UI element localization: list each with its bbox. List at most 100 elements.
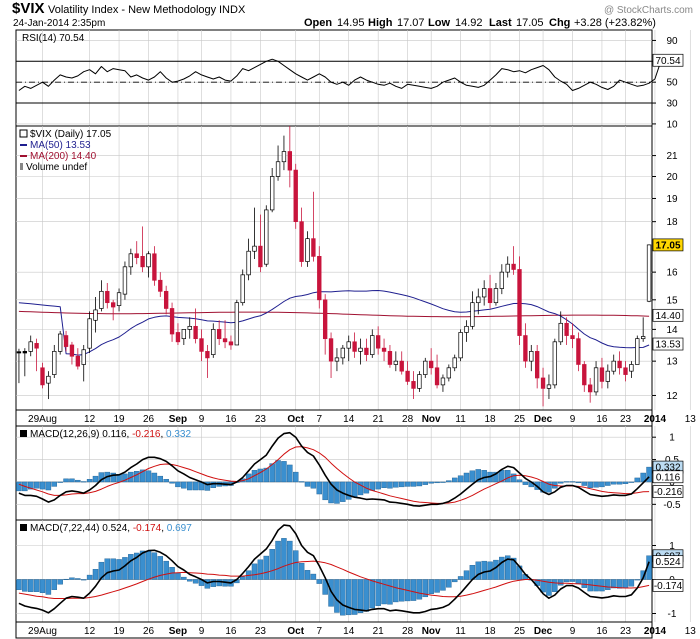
candle-80 <box>487 288 493 304</box>
macd1-hist-bar-63 <box>387 481 393 489</box>
price-last-tag: 17.05 <box>655 240 680 251</box>
candle-25 <box>163 290 169 309</box>
macd2-hist-bar-49 <box>304 570 311 580</box>
macd2-hist-bar-7 <box>57 579 63 585</box>
macd1-hist-bar-105 <box>634 477 641 483</box>
chg-value: +3.28 (+23.82%) <box>574 17 656 29</box>
candle-90 <box>546 384 552 389</box>
candle-52 <box>322 299 328 340</box>
candle-85 <box>517 269 522 336</box>
macd2-hist-bar-21 <box>139 550 146 580</box>
candle-91 <box>552 341 558 386</box>
candle-62 <box>381 347 387 352</box>
macd1-hist-bar-23 <box>151 472 158 483</box>
macd2-hist-bar-75 <box>457 576 464 580</box>
macd1-hist-bar-90 <box>546 481 552 493</box>
candle-78 <box>476 296 481 304</box>
macd2-hist-bar-70 <box>428 579 434 594</box>
x-axis-top-label-21: 2014 <box>644 414 667 425</box>
macd2-hist-bar-96 <box>581 579 588 588</box>
last-value: 17.05 <box>516 17 544 29</box>
macd2-hist-bar-60 <box>369 579 376 609</box>
macd1-hist-bar-64 <box>393 481 399 488</box>
legend-label-volume: Volume undef <box>26 162 87 173</box>
rsi-panel: 1030507090 70.54 RSI(14) 70.54 <box>15 29 691 130</box>
macd1-hist-bar-78 <box>475 469 482 483</box>
candle-53 <box>328 338 334 362</box>
macd1-hist-bar-30 <box>192 481 199 491</box>
x-axis-bottom-label-22: 13 <box>685 626 697 637</box>
x-axis-top-label-13: Nov <box>422 414 441 425</box>
candle-47 <box>293 169 298 223</box>
macd1-hist-bar-75 <box>457 475 464 483</box>
macd2-hist-bar-46 <box>287 540 293 580</box>
macd2-hist-bar-74 <box>451 579 458 583</box>
macd1-hist-bar-66 <box>404 481 411 487</box>
candle-102 <box>617 360 622 369</box>
macd2-hist-bar-100 <box>605 579 611 590</box>
macd2-hist-bar-59 <box>363 579 370 612</box>
rsi-legend: RSI(14) 70.54 <box>22 33 85 44</box>
macd1-hist-bar-77 <box>469 470 476 483</box>
macd2-hist-bar-3 <box>33 579 40 592</box>
candle-89 <box>540 377 546 389</box>
macd2-hist-bar-22 <box>145 550 152 580</box>
macd2-hist-bar-67 <box>410 579 417 601</box>
candle-51 <box>317 256 322 301</box>
macd2-hist-bar-104 <box>628 579 635 587</box>
macd1-hist-bar-93 <box>563 481 570 483</box>
macd2-hist-bar-32 <box>204 579 211 589</box>
macd2-legend-text: MACD(7,22,44) 0.524, -0.174, 0.697 <box>30 523 192 534</box>
candle-26 <box>169 308 175 335</box>
candle-4 <box>40 367 45 386</box>
macd1-hist-bar-21 <box>139 469 146 483</box>
candle-64 <box>393 360 399 365</box>
macd1-hist-bar-70 <box>428 481 434 484</box>
macd2-legend-swatch <box>20 524 27 531</box>
macd1-hist-bar-24 <box>157 475 164 483</box>
macd1-macd-tag: 0.116 <box>656 472 681 483</box>
macd1-hist-bar-73 <box>446 480 452 483</box>
x-axis-bottom-label-9: 7 <box>316 626 322 637</box>
candle-101 <box>611 360 616 372</box>
macd1-hist-bar-61 <box>375 481 381 490</box>
macd1-hist-bar-76 <box>463 472 470 483</box>
candle-3 <box>34 343 39 349</box>
macd2-signal-line <box>18 560 650 599</box>
x-axis-bottom-label-19: 16 <box>596 626 608 637</box>
x-axis-top-label-1: 12 <box>84 414 96 425</box>
candle-18 <box>122 266 128 295</box>
macd1-hist-bar-32 <box>204 481 211 491</box>
macd2-macd-tag-bg <box>652 555 684 569</box>
macd2-hist-bar-41 <box>257 559 264 580</box>
x-axis-bottom-label-17: Dec <box>534 626 553 637</box>
rsi-last-tag: 70.54 <box>655 56 680 67</box>
x-axis-bottom-label-7: 23 <box>255 626 267 637</box>
candle-107 <box>646 244 652 302</box>
candle-30 <box>193 325 198 340</box>
macd2-hist-bar-61 <box>375 579 381 606</box>
candle-83 <box>505 263 510 273</box>
candle-0 <box>16 351 22 354</box>
macd2-macd-tag: 0.524 <box>655 557 680 568</box>
candle-40 <box>252 245 257 252</box>
price-tick-label-8: 21 <box>666 151 678 162</box>
macd2-hist-bar-68 <box>416 579 423 600</box>
x-axis-bottom-label-11: 21 <box>373 626 385 637</box>
macd2-hist-bar-64 <box>393 579 399 603</box>
candle-88 <box>534 351 540 379</box>
macd1-hist-bar-14 <box>98 472 105 483</box>
macd1-hist-bar-68 <box>416 481 423 487</box>
macd1-hist-bar-22 <box>145 470 152 483</box>
chart-header: $VIX Volatility Index - New Methodology … <box>12 0 693 29</box>
candle-39 <box>246 250 251 276</box>
candle-94 <box>570 335 575 340</box>
macd1-hist-bar-59 <box>363 481 370 494</box>
candle-16 <box>110 302 116 308</box>
macd1-hist-bar-49 <box>304 481 311 487</box>
macd1-macd-line <box>18 431 650 507</box>
macd2-hist-bar-69 <box>422 579 429 598</box>
x-axis-top-label-22: 13 <box>685 414 697 425</box>
candle-21 <box>140 256 145 268</box>
candle-48 <box>299 221 304 262</box>
